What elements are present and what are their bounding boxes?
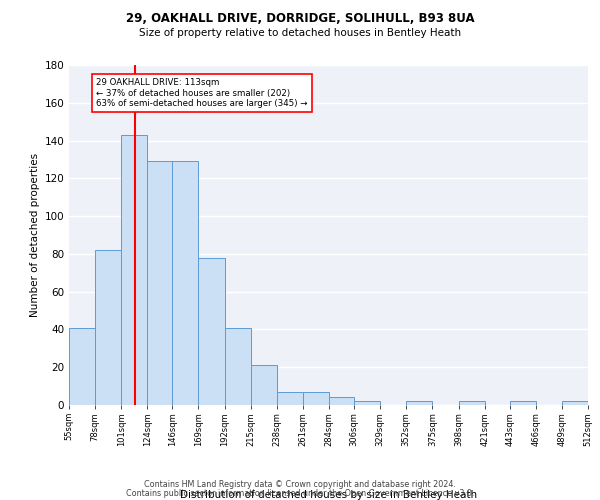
Bar: [121, 135, 148, 405]
Text: Contains public sector information licensed under the Open Government Licence v3: Contains public sector information licen…: [126, 488, 474, 498]
Text: Contains HM Land Registry data © Crown copyright and database right 2024.: Contains HM Land Registry data © Crown c…: [144, 480, 456, 489]
X-axis label: Distribution of detached houses by size in Bentley Heath: Distribution of detached houses by size …: [180, 490, 477, 500]
Y-axis label: Number of detached properties: Number of detached properties: [30, 153, 40, 317]
Text: Size of property relative to detached houses in Bentley Heath: Size of property relative to detached ho…: [139, 28, 461, 38]
Bar: [172, 162, 199, 405]
Bar: [95, 250, 121, 405]
Bar: [69, 328, 95, 405]
Text: 29 OAKHALL DRIVE: 113sqm
← 37% of detached houses are smaller (202)
63% of semi-: 29 OAKHALL DRIVE: 113sqm ← 37% of detach…: [96, 78, 308, 108]
Bar: [148, 162, 172, 405]
Bar: [251, 366, 277, 405]
Text: 29, OAKHALL DRIVE, DORRIDGE, SOLIHULL, B93 8UA: 29, OAKHALL DRIVE, DORRIDGE, SOLIHULL, B…: [125, 12, 475, 26]
Bar: [277, 392, 303, 405]
Bar: [406, 401, 433, 405]
Bar: [354, 401, 380, 405]
Bar: [458, 401, 485, 405]
Bar: [329, 398, 354, 405]
Bar: [224, 328, 251, 405]
Bar: [562, 401, 588, 405]
Bar: [199, 258, 224, 405]
Bar: [509, 401, 536, 405]
Bar: [303, 392, 329, 405]
